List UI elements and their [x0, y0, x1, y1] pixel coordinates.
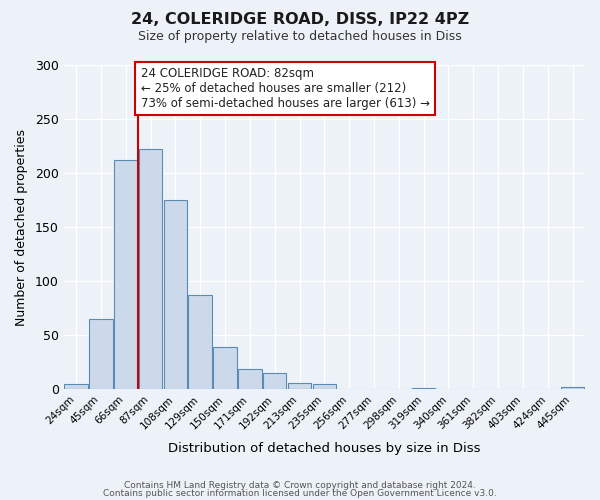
- X-axis label: Distribution of detached houses by size in Diss: Distribution of detached houses by size …: [168, 442, 481, 455]
- Bar: [263, 373, 286, 389]
- Text: 24 COLERIDGE ROAD: 82sqm
← 25% of detached houses are smaller (212)
73% of semi-: 24 COLERIDGE ROAD: 82sqm ← 25% of detach…: [140, 67, 430, 110]
- Text: Size of property relative to detached houses in Diss: Size of property relative to detached ho…: [138, 30, 462, 43]
- Bar: [561, 387, 584, 389]
- Text: Contains public sector information licensed under the Open Government Licence v3: Contains public sector information licen…: [103, 489, 497, 498]
- Bar: [288, 382, 311, 389]
- Text: 24, COLERIDGE ROAD, DISS, IP22 4PZ: 24, COLERIDGE ROAD, DISS, IP22 4PZ: [131, 12, 469, 28]
- Y-axis label: Number of detached properties: Number of detached properties: [15, 128, 28, 326]
- Bar: [64, 384, 88, 389]
- Bar: [89, 319, 113, 389]
- Bar: [213, 347, 237, 389]
- Bar: [114, 160, 137, 389]
- Bar: [238, 368, 262, 389]
- Text: Contains HM Land Registry data © Crown copyright and database right 2024.: Contains HM Land Registry data © Crown c…: [124, 480, 476, 490]
- Bar: [188, 295, 212, 389]
- Bar: [164, 200, 187, 389]
- Bar: [313, 384, 336, 389]
- Bar: [412, 388, 436, 389]
- Bar: [139, 150, 163, 389]
